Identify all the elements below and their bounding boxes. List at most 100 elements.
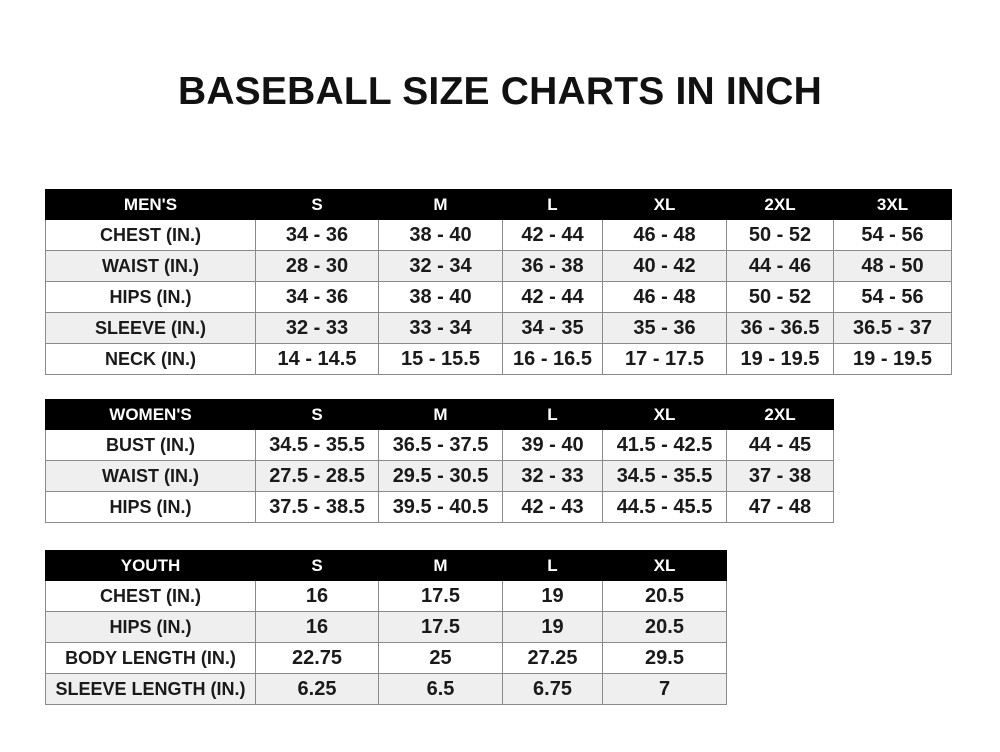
measurement-cell: 37.5 - 38.5	[255, 491, 379, 523]
size-header: XL	[602, 550, 727, 581]
measurement-cell: 36 - 38	[502, 250, 603, 282]
measurement-cell: 46 - 48	[602, 219, 727, 251]
measurement-cell: 19 - 19.5	[833, 343, 952, 375]
measurement-label: SLEEVE (IN.)	[45, 312, 256, 344]
men-size-table: MEN'S S M L XL 2XL 3XL CHEST (IN.) 34 - 36 38 - 4…	[45, 189, 952, 375]
size-header: M	[378, 550, 503, 581]
measurement-cell: 36.5 - 37	[833, 312, 952, 344]
measurement-cell: 54 - 56	[833, 281, 952, 313]
measurement-cell: 19 - 19.5	[726, 343, 834, 375]
measurement-cell: 42 - 44	[502, 219, 603, 251]
measurement-cell: 6.25	[255, 673, 379, 705]
measurement-cell: 17.5	[378, 611, 503, 643]
size-header: L	[502, 550, 603, 581]
measurement-label: HIPS (IN.)	[45, 281, 256, 313]
measurement-cell: 39 - 40	[502, 429, 603, 461]
table-row: SLEEVE (IN.) 32 - 33 33 - 34 34 - 35 35 - 36…	[45, 312, 952, 344]
measurement-cell: 29.5	[602, 642, 727, 674]
header-row: WOMEN'S S M L XL 2XL	[45, 399, 834, 430]
measurement-cell: 16 - 16.5	[502, 343, 603, 375]
measurement-cell: 32 - 34	[378, 250, 503, 282]
size-header: 3XL	[833, 189, 952, 220]
measurement-cell: 28 - 30	[255, 250, 379, 282]
measurement-cell: 20.5	[602, 580, 727, 612]
measurement-cell: 44.5 - 45.5	[602, 491, 727, 523]
header-row: YOUTH S M L XL	[45, 550, 727, 581]
measurement-cell: 46 - 48	[602, 281, 727, 313]
measurement-cell: 34 - 35	[502, 312, 603, 344]
measurement-cell: 16	[255, 611, 379, 643]
measurement-cell: 17.5	[378, 580, 503, 612]
measurement-cell: 44 - 46	[726, 250, 834, 282]
measurement-cell: 50 - 52	[726, 219, 834, 251]
measurement-cell: 6.75	[502, 673, 603, 705]
youth-size-table: YOUTH S M L XL CHEST (IN.) 16 17.5 19 20.5 HIPS (I…	[45, 550, 727, 705]
measurement-label: WAIST (IN.)	[45, 250, 256, 282]
measurement-cell: 33 - 34	[378, 312, 503, 344]
measurement-cell: 54 - 56	[833, 219, 952, 251]
measurement-cell: 20.5	[602, 611, 727, 643]
measurement-cell: 32 - 33	[255, 312, 379, 344]
measurement-cell: 42 - 44	[502, 281, 603, 313]
size-header: L	[502, 399, 603, 430]
size-header: S	[255, 550, 379, 581]
measurement-cell: 34 - 36	[255, 281, 379, 313]
measurement-cell: 15 - 15.5	[378, 343, 503, 375]
measurement-label: CHEST (IN.)	[45, 219, 256, 251]
size-header: S	[255, 399, 379, 430]
measurement-cell: 42 - 43	[502, 491, 603, 523]
table-row: HIPS (IN.) 37.5 - 38.5 39.5 - 40.5 42 - 43 4…	[45, 491, 834, 523]
table-row: HIPS (IN.) 34 - 36 38 - 40 42 - 44 46 - 48 50…	[45, 281, 952, 313]
size-header: 2XL	[726, 189, 834, 220]
table-row: SLEEVE LENGTH (IN.) 6.25 6.5 6.75 7	[45, 673, 727, 705]
measurement-label: NECK (IN.)	[45, 343, 256, 375]
measurement-cell: 17 - 17.5	[602, 343, 727, 375]
measurement-cell: 38 - 40	[378, 219, 503, 251]
measurement-cell: 39.5 - 40.5	[378, 491, 503, 523]
measurement-cell: 41.5 - 42.5	[602, 429, 727, 461]
size-header: L	[502, 189, 603, 220]
measurement-cell: 48 - 50	[833, 250, 952, 282]
measurement-cell: 35 - 36	[602, 312, 727, 344]
category-header: YOUTH	[45, 550, 256, 581]
measurement-cell: 34.5 - 35.5	[602, 460, 727, 492]
table-row: NECK (IN.) 14 - 14.5 15 - 15.5 16 - 16.5 17 …	[45, 343, 952, 375]
table-row: WAIST (IN.) 27.5 - 28.5 29.5 - 30.5 32 - 33…	[45, 460, 834, 492]
women-size-table: WOMEN'S S M L XL 2XL BUST (IN.) 34.5 - 35.5 36.5…	[45, 399, 834, 523]
size-header: S	[255, 189, 379, 220]
size-header: XL	[602, 399, 727, 430]
measurement-label: SLEEVE LENGTH (IN.)	[45, 673, 256, 705]
measurement-cell: 25	[378, 642, 503, 674]
measurement-label: HIPS (IN.)	[45, 611, 256, 643]
page-title: BASEBALL SIZE CHARTS IN INCH	[177, 70, 823, 113]
size-header: M	[378, 189, 503, 220]
measurement-label: CHEST (IN.)	[45, 580, 256, 612]
measurement-label: BODY LENGTH (IN.)	[45, 642, 256, 674]
table-row: CHEST (IN.) 16 17.5 19 20.5	[45, 580, 727, 612]
size-header: 2XL	[726, 399, 834, 430]
measurement-cell: 29.5 - 30.5	[378, 460, 503, 492]
measurement-cell: 36 - 36.5	[726, 312, 834, 344]
measurement-cell: 34.5 - 35.5	[255, 429, 379, 461]
measurement-label: HIPS (IN.)	[45, 491, 256, 523]
measurement-cell: 32 - 33	[502, 460, 603, 492]
measurement-cell: 40 - 42	[602, 250, 727, 282]
measurement-cell: 44 - 45	[726, 429, 834, 461]
size-header: XL	[602, 189, 727, 220]
size-header: M	[378, 399, 503, 430]
table-row: WAIST (IN.) 28 - 30 32 - 34 36 - 38 40 - 42 4…	[45, 250, 952, 282]
header-row: MEN'S S M L XL 2XL 3XL	[45, 189, 952, 220]
category-header: WOMEN'S	[45, 399, 256, 430]
measurement-cell: 50 - 52	[726, 281, 834, 313]
measurement-cell: 14 - 14.5	[255, 343, 379, 375]
measurement-label: WAIST (IN.)	[45, 460, 256, 492]
measurement-cell: 7	[602, 673, 727, 705]
measurement-cell: 16	[255, 580, 379, 612]
measurement-cell: 19	[502, 611, 603, 643]
measurement-cell: 19	[502, 580, 603, 612]
measurement-label: BUST (IN.)	[45, 429, 256, 461]
measurement-cell: 22.75	[255, 642, 379, 674]
measurement-cell: 38 - 40	[378, 281, 503, 313]
measurement-cell: 6.5	[378, 673, 503, 705]
measurement-cell: 47 - 48	[726, 491, 834, 523]
